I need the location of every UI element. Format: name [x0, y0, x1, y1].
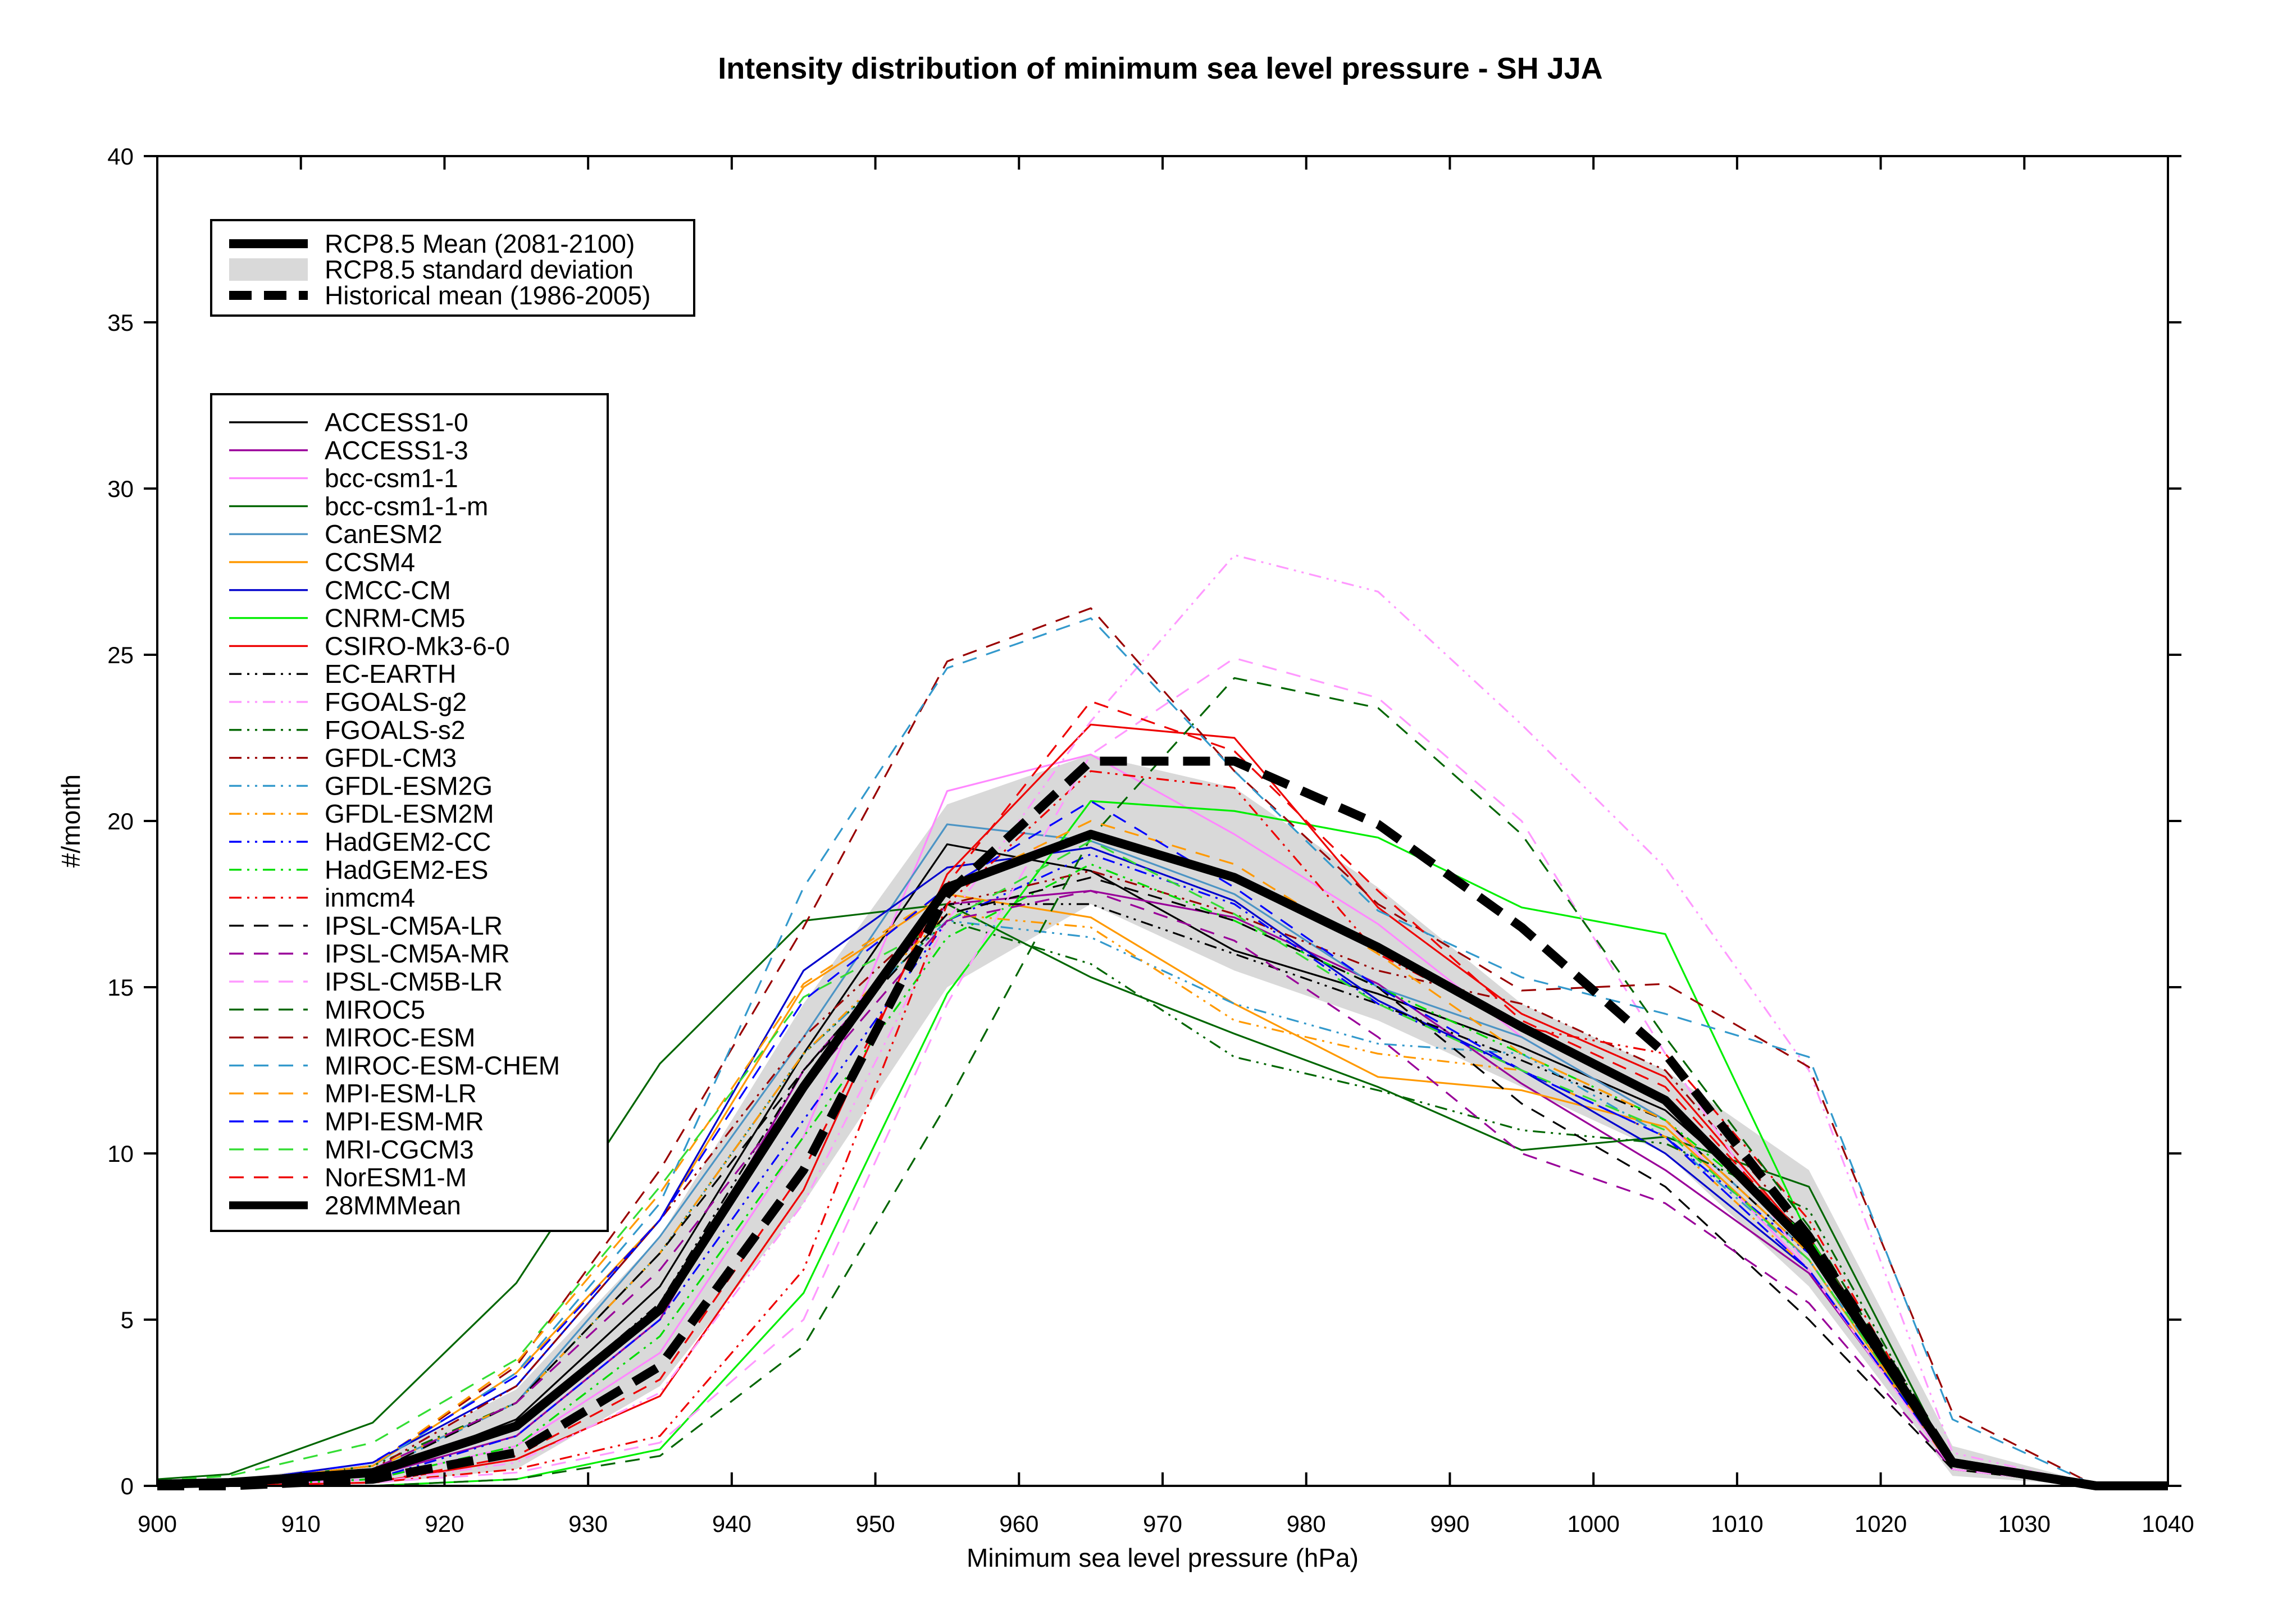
x-tick-label: 950 — [856, 1511, 895, 1537]
x-tick-label: 900 — [138, 1511, 177, 1537]
legend-models: ACCESS1-0ACCESS1-3bcc-csm1-1bcc-csm1-1-m… — [210, 393, 609, 1232]
series-line-fgoals-s2 — [157, 919, 2168, 1487]
legend-label-ipsl-cm5b-lr: IPSL-CM5B-LR — [325, 967, 503, 996]
legend-label-28mmmean: 28MMMean — [325, 1190, 461, 1220]
axes: 900 910 920 930 940 950 960 970 980 990 1000 1010 10… — [107, 143, 2194, 1537]
x-tick-label: 1020 — [1855, 1511, 1907, 1537]
y-tick-label: 10 — [107, 1141, 134, 1167]
legend-label-inmcm4: inmcm4 — [325, 883, 415, 913]
x-tick-label: 920 — [425, 1511, 464, 1537]
legend-label-ipsl-cm5a-lr: IPSL-CM5A-LR — [325, 911, 503, 940]
y-tick-label: 5 — [121, 1307, 134, 1333]
series-line-hadgem2-es — [157, 863, 2168, 1487]
y-axis-title: #/month — [56, 774, 85, 868]
summary-lines — [157, 756, 2168, 1490]
legend-label-rcp8-5-mean-2081-2100: RCP8.5 Mean (2081-2100) — [325, 229, 635, 258]
x-tick-label: 930 — [568, 1511, 608, 1537]
legend-label-canesm2: CanESM2 — [325, 519, 443, 549]
x-tick-label: 1000 — [1567, 1511, 1619, 1537]
y-tick-label: 0 — [121, 1473, 134, 1499]
legend-label-miroc-esm-chem: MIROC-ESM-CHEM — [325, 1051, 560, 1080]
legend-label-miroc5: MIROC5 — [325, 995, 425, 1024]
legend-label-csiro-mk3-6-0: CSIRO-Mk3-6-0 — [325, 631, 510, 660]
legend-label-ec-earth: EC-EARTH — [325, 659, 456, 688]
legend-label-bcc-csm1-1-m: bcc-csm1-1-m — [325, 491, 488, 521]
x-tick-label: 910 — [281, 1511, 321, 1537]
legend-summary: RCP8.5 Mean (2081-2100)RCP8.5 standard d… — [210, 219, 695, 317]
legend-label-hadgem2-es: HadGEM2-ES — [325, 855, 488, 884]
x-axis-title: Minimum sea level pressure (hPa) — [967, 1543, 1359, 1572]
legend-label-noresm1-m: NorESM1-M — [325, 1163, 467, 1192]
x-tick-label: 960 — [999, 1511, 1038, 1537]
legend-label-mri-cgcm3: MRI-CGCM3 — [325, 1135, 474, 1164]
y-tick-label: 40 — [107, 143, 134, 170]
x-tick-label: 1030 — [1998, 1511, 2051, 1537]
series-line-mpi-esm-mr — [157, 800, 2168, 1487]
summary-line-rcp8-5-mean-2081-2100 — [157, 829, 2168, 1490]
x-tick-label: 990 — [1430, 1511, 1469, 1537]
y-tick-label: 30 — [107, 476, 134, 502]
series-line-ipsl-cm5a-lr — [157, 877, 2168, 1487]
x-tick-label: 940 — [712, 1511, 751, 1537]
y-tick-label: 35 — [107, 309, 134, 336]
series-line-cmcc-cm — [157, 846, 2168, 1487]
legend-label-cnrm-cm5: CNRM-CM5 — [325, 604, 465, 633]
legend-label-miroc-esm: MIROC-ESM — [325, 1023, 475, 1052]
y-tick-label: 20 — [107, 808, 134, 834]
x-tick-label: 980 — [1287, 1511, 1326, 1537]
x-tick-label: 1040 — [2142, 1511, 2194, 1537]
legend-label-fgoals-g2: FGOALS-g2 — [325, 687, 467, 717]
y-tick-label: 15 — [107, 974, 134, 1001]
series-line-ipsl-cm5a-mr — [157, 889, 2168, 1487]
x-tick-label: 1010 — [1711, 1511, 1763, 1537]
legend-label-gfdl-cm3: GFDL-CM3 — [325, 743, 457, 773]
legend-label-historical-mean-1986-2005: Historical mean (1986-2005) — [325, 281, 650, 310]
series-line-mri-cgcm3 — [157, 840, 2168, 1487]
chart-title: Intensity distribution of minimum sea le… — [718, 52, 1602, 85]
series-line-bcc-csm1-1-m — [157, 903, 2168, 1487]
legend-label-gfdl-esm2g: GFDL-ESM2G — [325, 771, 493, 800]
legend-swatch-band — [229, 258, 308, 281]
legend-label-ipsl-cm5a-mr: IPSL-CM5A-MR — [325, 939, 510, 968]
legend-label-access1-3: ACCESS1-3 — [325, 436, 468, 465]
legend-label-hadgem2-cc: HadGEM2-CC — [325, 827, 491, 856]
legend-label-access1-0: ACCESS1-0 — [325, 408, 468, 437]
legend-label-fgoals-s2: FGOALS-s2 — [325, 715, 466, 745]
legend-label-mpi-esm-mr: MPI-ESM-MR — [325, 1107, 484, 1136]
legend-label-bcc-csm1-1: bcc-csm1-1 — [325, 464, 458, 493]
legend-label-ccsm4: CCSM4 — [325, 548, 415, 577]
series-line-ipsl-cm5b-lr — [157, 657, 2168, 1487]
legend-label-gfdl-esm2m: GFDL-ESM2M — [325, 799, 494, 828]
x-tick-label: 970 — [1143, 1511, 1182, 1537]
series-line-gfdl-esm2m — [157, 913, 2168, 1487]
summary-line-historical-mean-1986-2005 — [157, 756, 2168, 1490]
legend-label-cmcc-cm: CMCC-CM — [325, 576, 451, 605]
legend-label-rcp8-5-standard-deviation: RCP8.5 standard deviation — [325, 255, 634, 284]
y-tick-label: 25 — [107, 642, 134, 668]
legend-label-mpi-esm-lr: MPI-ESM-LR — [325, 1079, 477, 1108]
